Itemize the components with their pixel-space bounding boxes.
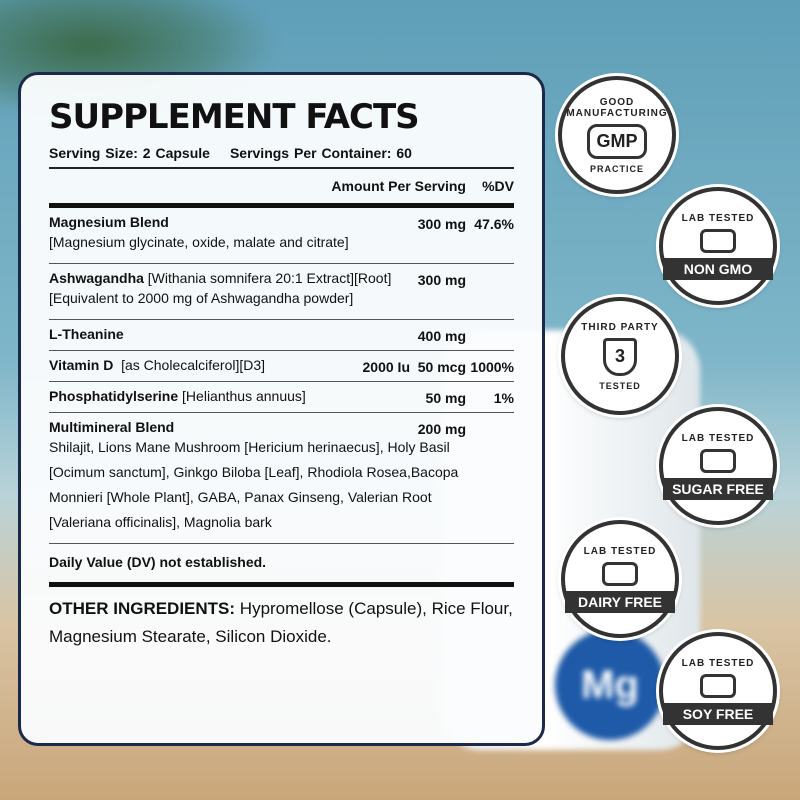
badge: LAB TESTED DAIRY FREE: [561, 520, 679, 638]
nutrient-amount: 400 mg: [417, 328, 466, 344]
serving-size: Serving Size: 2 Capsule: [49, 145, 210, 161]
nutrient-detail: [Withania somnifera 20:1 Extract][Root]: [143, 270, 392, 286]
shield-icon: 3: [603, 337, 637, 376]
nutrient-amount: 300 mg: [417, 216, 466, 232]
other-ingredients-text: Hypromellose (Capsule), Rice Flour, Magn…: [49, 599, 513, 646]
servings-per-container: Servings Per Container: 60: [229, 145, 412, 161]
magnesium-logo: Mg: [555, 630, 665, 740]
nutrient-row: Multimineral Blend Shilajit, Lions Mane …: [49, 413, 514, 543]
badge-top: LAB TESTED: [583, 545, 657, 557]
badge-top: LAB TESTED: [681, 212, 755, 224]
nutrient-sub: Shilajit, Lions Mane Mushroom [Hericium …: [49, 439, 459, 530]
badge-label: DAIRY FREE: [565, 590, 675, 613]
column-headers: Amount Per Serving %DV: [49, 169, 514, 203]
nutrient-name: Magnesium Blend: [49, 214, 169, 230]
nutrient-row: Ashwagandha [Withania somnifera 20:1 Ext…: [49, 264, 514, 319]
nutrient-row: Phosphatidylserine [Helianthus annuus] 5…: [49, 382, 514, 412]
panel-title: SUPPLEMENT FACTS: [49, 97, 420, 137]
milk-bottle-icon: [602, 561, 638, 586]
badge-bottom: TESTED: [599, 380, 641, 391]
badge-label: NON GMO: [663, 257, 773, 280]
nutrient-dv: 47.6%: [474, 216, 514, 232]
badge: LAB TESTED SUGAR FREE: [659, 407, 777, 525]
badge-label: SUGAR FREE: [663, 477, 773, 500]
nutrient-name: Ashwagandha: [49, 270, 144, 286]
dv-note: Daily Value (DV) not established.: [49, 554, 267, 570]
sugar-cube-icon: [700, 448, 736, 473]
nutrient-name: Multimineral Blend: [49, 419, 175, 435]
nutrient-name: Vitamin D: [49, 357, 114, 373]
badge-top: LAB TESTED: [681, 432, 755, 444]
nutrient-sub: [Magnesium glycinate, oxide, malate and …: [49, 234, 349, 250]
nutrient-name: L-Theanine: [49, 326, 124, 342]
soybean-icon: [700, 673, 736, 698]
other-ingredients: OTHER INGREDIENTS: Hypromellose (Capsule…: [49, 587, 514, 651]
badge-bottom: PRACTICE: [589, 163, 644, 174]
supplement-facts-panel: SUPPLEMENT FACTS Serving Size: 2 Capsule…: [18, 72, 545, 746]
nutrient-amount: 50 mg: [425, 390, 466, 406]
serving-info: Serving Size: 2 Capsule Servings Per Cont…: [49, 145, 514, 161]
nutrient-iu: 2000 Iu: [362, 359, 410, 375]
badge-top: GOOD MANUFACTURING: [566, 96, 668, 119]
nutrient-row: Vitamin D [as Cholecalciferol][D3] 2000 …: [49, 351, 514, 381]
nutrient-dv: 1000%: [470, 359, 514, 375]
other-ingredients-label: OTHER INGREDIENTS:: [49, 599, 236, 618]
nutrient-row: L-Theanine 400 mg: [49, 320, 514, 350]
badge-label: SOY FREE: [663, 702, 773, 725]
badge: LAB TESTED NON GMO: [659, 187, 777, 305]
nutrient-dv: 1%: [493, 390, 514, 406]
nutrient-amount: 50 mcg: [417, 359, 466, 375]
nutrient-name: Phosphatidylserine: [49, 388, 179, 404]
nutrient-amount: 300 mg: [417, 272, 466, 288]
dv-header: %DV: [482, 178, 514, 194]
nutrient-sub: [Equivalent to 2000 mg of Ashwagandha po…: [49, 290, 354, 306]
amount-header: Amount Per Serving: [331, 178, 466, 194]
badge: GOOD MANUFACTURING GMP PRACTICE: [558, 76, 676, 194]
nutrient-detail: [Helianthus annuus]: [178, 388, 306, 404]
badge-top: THIRD PARTY: [581, 321, 659, 333]
badge: THIRD PARTY 3 TESTED: [561, 297, 679, 415]
nutrient-amount: 200 mg: [417, 421, 466, 437]
sunrise-field-icon: [700, 228, 736, 253]
badge: LAB TESTED SOY FREE: [659, 632, 777, 750]
badge-top: LAB TESTED: [681, 657, 755, 669]
nutrient-row: Magnesium Blend [Magnesium glycinate, ox…: [49, 208, 514, 263]
nutrient-detail: [as Cholecalciferol][D3]: [113, 357, 266, 373]
gmp-icon: GMP: [587, 123, 647, 159]
